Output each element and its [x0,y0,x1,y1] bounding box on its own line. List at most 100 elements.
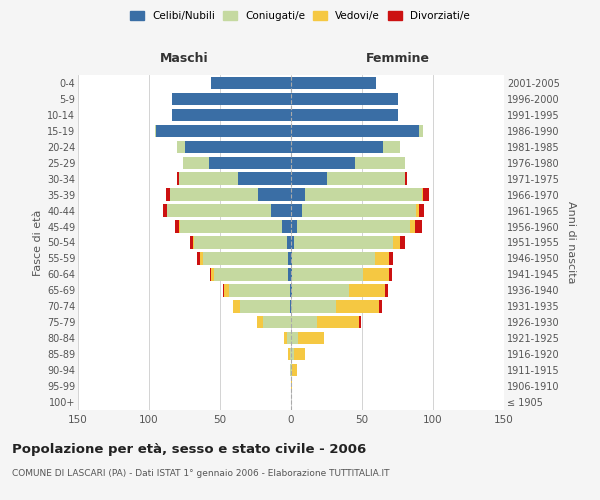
Bar [393,236,400,248]
Bar [197,252,200,264]
Bar [287,236,291,248]
Bar [326,172,404,185]
Bar [263,316,291,328]
Bar [290,284,291,296]
Legend: Celibi/Nubili, Coniugati/e, Vedovi/e, Divorziati/e: Celibi/Nubili, Coniugati/e, Vedovi/e, Di… [127,8,473,24]
Bar [294,236,393,248]
Bar [291,348,294,360]
Bar [291,300,337,312]
Bar [175,220,179,233]
Bar [183,156,209,169]
Y-axis label: Fasce di età: Fasce di età [32,210,43,276]
Bar [170,188,259,201]
Bar [193,236,194,248]
Bar [385,284,388,296]
Bar [287,332,291,344]
Bar [355,156,404,169]
Bar [290,348,291,360]
Bar [292,284,349,296]
Bar [291,108,398,121]
Bar [291,380,292,392]
Bar [359,316,361,328]
Bar [224,284,229,296]
Bar [179,220,180,233]
Bar [167,204,271,217]
Bar [379,300,382,312]
Bar [156,124,291,137]
Bar [211,77,291,89]
Bar [178,140,185,153]
Bar [194,236,287,248]
Bar [288,268,291,280]
Bar [291,156,355,169]
Bar [291,252,292,264]
Bar [404,172,407,185]
Bar [383,140,400,153]
Bar [211,268,214,280]
Bar [349,284,385,296]
Bar [302,204,416,217]
Bar [415,220,422,233]
Bar [163,204,167,217]
Bar [291,316,317,328]
Bar [291,124,419,137]
Text: Femmine: Femmine [365,52,430,65]
Bar [185,140,291,153]
Bar [288,348,290,360]
Bar [294,348,305,360]
Bar [284,332,287,344]
Bar [190,236,193,248]
Y-axis label: Anni di nascita: Anni di nascita [566,201,577,284]
Bar [290,300,291,312]
Bar [291,140,383,153]
Bar [292,268,364,280]
Bar [400,236,404,248]
Bar [291,268,292,280]
Text: Maschi: Maschi [160,52,209,65]
Bar [419,124,423,137]
Bar [229,284,290,296]
Bar [172,92,291,105]
Bar [179,172,238,185]
Bar [291,284,292,296]
Bar [422,188,423,201]
Bar [291,364,292,376]
Bar [337,300,379,312]
Bar [292,252,375,264]
Bar [416,204,419,217]
Bar [283,220,291,233]
Bar [180,220,283,233]
Text: Popolazione per età, sesso e stato civile - 2006: Popolazione per età, sesso e stato civil… [12,442,366,456]
Bar [155,124,156,137]
Bar [305,188,422,201]
Bar [291,172,326,185]
Bar [291,188,305,201]
Bar [223,284,224,296]
Bar [364,268,389,280]
Bar [291,77,376,89]
Bar [209,156,291,169]
Bar [290,364,291,376]
Bar [291,332,298,344]
Bar [389,268,392,280]
Bar [296,220,410,233]
Bar [238,172,291,185]
Bar [291,220,296,233]
Bar [423,188,429,201]
Bar [292,364,296,376]
Bar [166,188,170,201]
Bar [200,252,203,264]
Bar [178,172,179,185]
Bar [210,268,211,280]
Bar [214,268,288,280]
Bar [298,332,323,344]
Bar [233,300,240,312]
Bar [419,204,424,217]
Bar [410,220,415,233]
Bar [271,204,291,217]
Bar [291,236,294,248]
Bar [259,188,291,201]
Bar [240,300,290,312]
Bar [375,252,389,264]
Bar [203,252,288,264]
